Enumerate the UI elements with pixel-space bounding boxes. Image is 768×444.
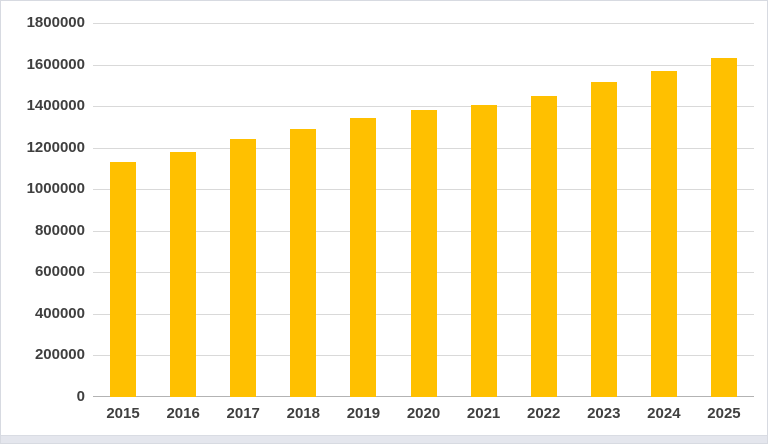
window-bottom-edge [1,435,767,443]
gridline [93,106,754,108]
bar-2018 [290,128,317,397]
x-tick-label: 2019 [346,405,381,422]
y-tick-label: 400000 [34,304,85,322]
bar-2015 [110,162,137,397]
x-tick-label: 2022 [526,405,561,422]
gridline [93,23,754,24]
bar-2024 [650,70,677,397]
bar-2025 [710,58,737,397]
x-tick-label: 2024 [647,405,681,422]
gridline [93,64,754,66]
y-tick-label: 600000 [34,263,85,281]
x-tick-label: 2021 [466,405,501,422]
bar-2019 [350,117,377,397]
x-tick-label: 2018 [286,405,320,422]
plot-area [93,23,754,397]
y-tick-label: 1800000 [26,14,85,31]
y-tick-label: 1200000 [26,138,85,156]
y-tick-label: 0 [76,388,85,405]
bar-2023 [590,82,617,397]
x-tick-label: 2023 [587,405,621,422]
y-tick-label: 1400000 [26,97,85,115]
bar-2022 [530,95,557,397]
x-tick-label: 2016 [166,405,200,422]
x-tick-label: 2015 [106,405,140,422]
bar-2017 [230,139,257,397]
y-tick-label: 1600000 [26,55,85,73]
x-tick-label: 2020 [406,405,441,422]
x-tick-label: 2025 [707,405,741,422]
y-tick-label: 200000 [34,346,85,364]
bar-2021 [470,105,497,397]
bar-2016 [170,151,197,397]
y-tick-label: 800000 [34,221,85,239]
x-tick-label: 2017 [226,405,260,422]
y-tick-label: 1000000 [26,180,85,198]
bar-2020 [410,110,437,397]
